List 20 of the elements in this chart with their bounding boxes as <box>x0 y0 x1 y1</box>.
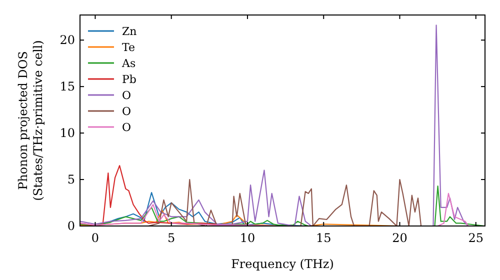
x-axis-title: Frequency (THz) <box>231 257 334 271</box>
x-tick-label: 10 <box>240 231 256 245</box>
legend-label: O <box>122 105 132 118</box>
legend-label: Zn <box>122 25 137 38</box>
x-tick-label: 0 <box>91 231 100 245</box>
legend-label: Pb <box>122 73 136 86</box>
y-tick-label: 0 <box>67 219 75 233</box>
x-tick-label: 5 <box>168 231 176 245</box>
legend-label: O <box>122 121 132 134</box>
y-tick-label: 10 <box>60 126 75 140</box>
legend-label: O <box>122 89 132 102</box>
y-tick-label: 20 <box>60 33 75 48</box>
x-tick-label: 25 <box>468 231 484 245</box>
x-tick-label: 15 <box>316 231 332 245</box>
legend-label: Te <box>122 41 135 54</box>
legend-label: As <box>121 57 136 70</box>
y-tick-label: 15 <box>60 80 75 94</box>
y-tick-label: 5 <box>67 172 75 187</box>
y-axis-title: Phonon projected DOS (States/THz·primitive cell) <box>16 40 45 201</box>
x-tick-label: 20 <box>392 231 408 245</box>
